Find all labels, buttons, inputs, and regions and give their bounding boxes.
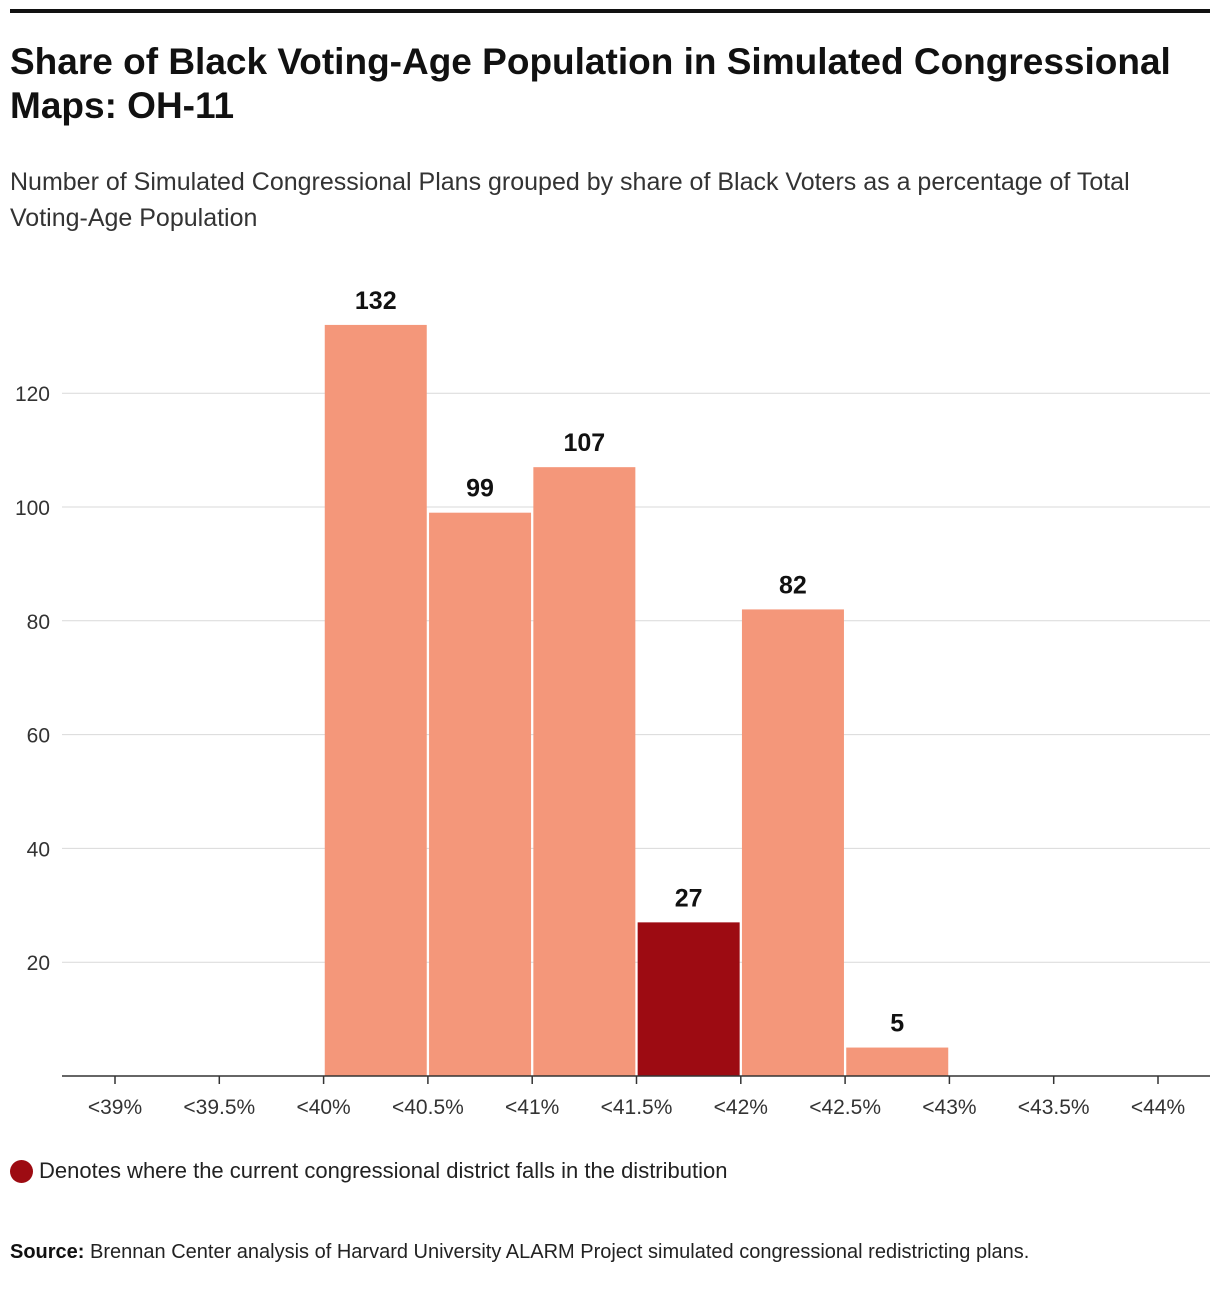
x-tick-label: <39% [88,1096,142,1119]
top-rule [10,9,1210,13]
x-tick-label: <42.5% [809,1096,881,1119]
data-label: 5 [890,1010,904,1038]
x-tick-label: <42% [714,1096,768,1119]
y-tick-label: 40 [27,838,50,861]
bar-chart: 20 40 60 80 100 120 132 99 107 27 82 5 <39% <39.5% <40… [15,287,1210,1119]
source-text: Brennan Center analysis of Harvard Unive… [90,1241,1030,1263]
x-tick-label: <43.5% [1018,1096,1090,1119]
data-label: 82 [779,571,807,599]
bar [533,467,636,1076]
x-tick-label: <41.5% [601,1096,673,1119]
bar [846,1047,949,1076]
bar [741,609,844,1076]
source-note: Source: Brennan Center analysis of Harva… [10,1237,1190,1268]
data-label: 107 [563,429,605,457]
x-tick-label: <40.5% [392,1096,464,1119]
x-tick-label: <44% [1131,1096,1185,1119]
source-label: Source: [10,1241,85,1263]
x-tick-label: <39.5% [183,1096,255,1119]
legend-label: Denotes where the current congressional … [39,1158,728,1183]
chart-title: Share of Black Voting-Age Population in … [10,41,1171,126]
x-tick-label: <40% [296,1096,350,1119]
bar [324,324,427,1076]
data-label: 99 [466,475,494,503]
bar [637,922,740,1076]
bar [429,512,532,1076]
y-tick-label: 80 [27,611,50,634]
chart-subtitle: Number of Simulated Congressional Plans … [10,168,1130,232]
x-tick-label: <43% [922,1096,976,1119]
data-label: 27 [675,884,703,912]
data-label: 132 [355,287,397,315]
y-tick-label: 60 [27,725,50,748]
legend: Denotes where the current congressional … [10,1158,727,1184]
legend-swatch [10,1159,33,1183]
y-tick-label: 120 [15,383,50,406]
y-tick-label: 20 [27,952,50,975]
y-tick-label: 100 [15,497,50,520]
x-tick-label: <41% [505,1096,559,1119]
